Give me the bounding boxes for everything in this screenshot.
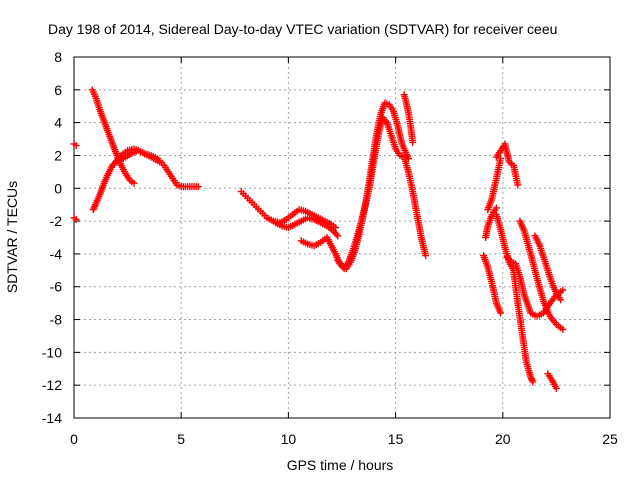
y-tick-label: -8 bbox=[50, 312, 63, 328]
y-tick-label: 4 bbox=[54, 115, 62, 131]
data-point bbox=[409, 138, 417, 146]
data-point bbox=[72, 215, 80, 223]
y-tick-label: -2 bbox=[50, 213, 63, 229]
y-tick-label: -6 bbox=[50, 279, 63, 295]
data-point bbox=[559, 325, 567, 333]
y-tick-label: 8 bbox=[54, 49, 62, 65]
data-points bbox=[70, 86, 567, 392]
series-arc-15 bbox=[492, 211, 537, 386]
y-tick-label: -10 bbox=[42, 344, 62, 360]
x-axis-label: GPS time / hours bbox=[287, 457, 394, 473]
data-point bbox=[559, 286, 567, 294]
data-point bbox=[156, 158, 164, 166]
chart-title: Day 198 of 2014, Sidereal Day-to-day VTE… bbox=[48, 21, 557, 37]
data-point bbox=[422, 252, 430, 260]
x-tick-label: 25 bbox=[602, 431, 618, 447]
data-point bbox=[497, 309, 505, 317]
data-point bbox=[72, 142, 80, 150]
series-arc-2 bbox=[70, 214, 80, 223]
y-axis-ticks: 8 6 4 2 0 -2 -4 -6 -8 -10 -12 -14 bbox=[42, 49, 610, 426]
data-point bbox=[497, 155, 505, 163]
data-point bbox=[130, 179, 138, 187]
series-arc-3 bbox=[88, 86, 138, 187]
x-tick-label: 5 bbox=[177, 431, 185, 447]
x-tick-label: 20 bbox=[495, 431, 511, 447]
series-arc-1 bbox=[70, 140, 80, 150]
data-point bbox=[529, 378, 537, 386]
data-point bbox=[404, 155, 412, 163]
plot-frame bbox=[73, 56, 611, 419]
y-tick-label: 0 bbox=[54, 180, 62, 196]
series-arc-12 bbox=[484, 155, 505, 214]
x-tick-label: 0 bbox=[70, 431, 78, 447]
y-tick-label: -12 bbox=[42, 377, 62, 393]
series-arc-14 bbox=[480, 252, 505, 317]
series-arc-18 bbox=[531, 232, 565, 304]
data-point bbox=[557, 296, 565, 304]
y-tick-label: -14 bbox=[42, 410, 62, 426]
series-arc-17 bbox=[516, 217, 567, 333]
data-point bbox=[492, 204, 500, 212]
data-point bbox=[552, 384, 560, 392]
y-tick-label: 2 bbox=[54, 147, 62, 163]
data-point bbox=[194, 183, 202, 191]
x-axis-ticks: 0 5 10 15 20 25 bbox=[70, 57, 618, 447]
y-axis-label: SDTVAR / TECUs bbox=[4, 181, 20, 293]
series-arc-13 bbox=[492, 140, 522, 189]
series-arc-10 bbox=[400, 91, 417, 146]
data-point bbox=[334, 232, 342, 240]
series-arc-9 bbox=[334, 99, 412, 273]
data-point bbox=[514, 181, 522, 189]
y-tick-label: 6 bbox=[54, 82, 62, 98]
series-arc-5 bbox=[113, 147, 164, 166]
series-arc-7 bbox=[272, 214, 342, 240]
x-tick-label: 15 bbox=[388, 431, 404, 447]
x-tick-label: 10 bbox=[281, 431, 297, 447]
series-arc-19 bbox=[544, 370, 560, 392]
y-tick-label: -4 bbox=[50, 246, 63, 262]
